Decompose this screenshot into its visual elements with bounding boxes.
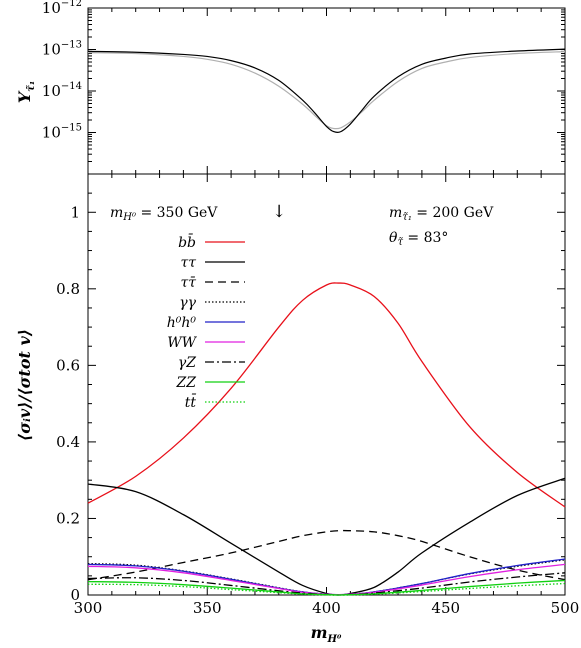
stau-mass-annotation-value: = 200 GeV (412, 205, 494, 221)
mass-annotation-value: = 350 GeV (136, 205, 218, 221)
y-tick-label: 0.2 (56, 509, 80, 527)
top-series-line (87, 51, 566, 130)
legend-label: ττ (181, 255, 197, 271)
top-panel-frame (87, 7, 566, 175)
y-tick-label: 0 (70, 586, 80, 604)
series-line (87, 582, 566, 596)
x-tick-label: 400 (312, 599, 341, 617)
y-tick-label: 0.4 (56, 433, 80, 451)
legend-label: WW (167, 335, 197, 351)
top-y-axis-label-sub: τ̃₁ (26, 81, 37, 92)
mass-annotation: mH⁰ = 350 GeV (110, 205, 218, 223)
stau-mass-annotation-m: m (389, 205, 402, 221)
legend-label: bb̄ (178, 233, 196, 251)
bottom-panel-ticks: 300 350 400 450 500 0 0.2 0.4 0.6 0.8 1 (56, 173, 580, 617)
legend-label: γZ (178, 355, 196, 371)
mass-annotation-m: m (110, 205, 123, 221)
mass-annotation-sub: H⁰ (122, 212, 136, 223)
mass-arrow: ↓ (272, 202, 286, 222)
series-line (87, 282, 566, 508)
top-y-tick-label: 10−14 (42, 81, 82, 100)
y-tick-label: 0.8 (56, 280, 80, 298)
x-axis-label-sub: H⁰ (327, 634, 342, 645)
top-panel-series (87, 48, 566, 134)
legend-label: h⁰h⁰ (167, 315, 197, 331)
x-tick-label: 450 (431, 599, 460, 617)
top-y-tick-label: 10−13 (42, 40, 82, 59)
top-panel-ticks: 10−15 10−14 10−13 10−12 (42, 0, 566, 175)
stau-mass-annotation: mτ̃₁ = 200 GeV (389, 205, 494, 223)
top-y-axis-label: Yτ̃₁ (15, 81, 37, 104)
x-axis-label: mH⁰ (311, 623, 342, 645)
top-y-tick-label: 10−12 (42, 0, 82, 17)
series-line (87, 477, 566, 596)
top-y-tick-label: 10−15 (42, 123, 82, 142)
x-tick-label: 500 (551, 599, 580, 617)
theta-annotation-value: = 83° (403, 230, 448, 246)
legend-label: tt̄ (185, 393, 197, 411)
legend-label: ZZ (176, 375, 197, 391)
theta-annotation: θτ̃ = 83° (389, 230, 448, 248)
bottom-panel-frame (87, 173, 566, 596)
x-tick-label: 350 (193, 599, 222, 617)
stau-mass-annotation-sub: τ̃₁ (402, 212, 412, 223)
top-y-axis-label-main: Y (15, 90, 34, 103)
bottom-panel-series (87, 282, 566, 596)
legend-label: ττ̄ (181, 275, 197, 291)
x-tick-label: 300 (74, 599, 103, 617)
y-tick-label: 1 (70, 203, 80, 221)
x-axis-label-main: m (311, 623, 328, 642)
top-series-line (87, 48, 566, 134)
y-tick-label: 0.6 (56, 356, 80, 374)
theta-annotation-sub: τ̃ (397, 237, 403, 248)
bottom-y-axis-label: ⟨σᵢv⟩/⟨σtot v⟩ (15, 329, 34, 441)
legend-label: γγ (179, 295, 196, 311)
theta-annotation-theta: θ (389, 230, 398, 246)
legend: bb̄ ττ ττ̄ γγ h⁰h⁰ WW γZ ZZ tt̄ (167, 233, 245, 411)
series-line (87, 529, 566, 581)
